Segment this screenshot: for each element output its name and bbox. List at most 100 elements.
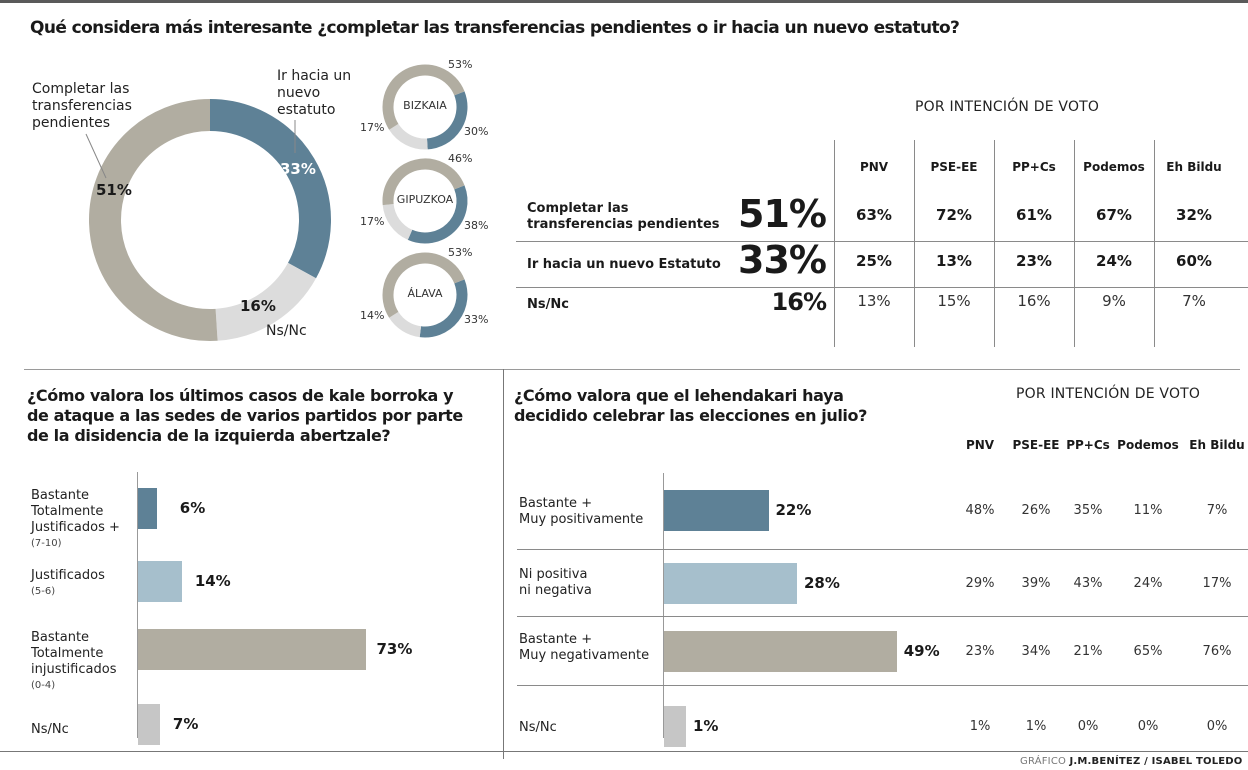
- table2-cell: 48%: [965, 503, 995, 518]
- bar: [664, 563, 797, 604]
- value-ir: 33%: [280, 160, 316, 178]
- bar-label-line: Bastante +: [519, 496, 593, 511]
- bar: [664, 706, 686, 747]
- label-completar: Completar las transferencias pendientes: [32, 81, 132, 131]
- slice-ir: [426, 91, 468, 150]
- table1-row-label: Completar las transferencias pendientes: [527, 201, 720, 233]
- table2-cell: 17%: [1202, 576, 1232, 591]
- province-donut-svg: [382, 252, 468, 338]
- bar-value: 22%: [775, 501, 812, 519]
- table1-column-rule: [1074, 140, 1075, 347]
- table2-header: POR INTENCIÓN DE VOTO: [1016, 386, 1201, 402]
- table2-cell: 0%: [1137, 719, 1159, 734]
- table2-cell: 24%: [1133, 576, 1163, 591]
- table1-cell: 67%: [1096, 206, 1132, 224]
- table1-row-rule: [516, 287, 1248, 288]
- bar-label: Bastante + Muy negativamente: [519, 632, 649, 664]
- table2-cell: 43%: [1073, 576, 1103, 591]
- bar-label-line: Bastante +: [519, 632, 593, 647]
- question-line: de la disidencia de la izquierda abertza…: [27, 426, 391, 445]
- bar-label-line: Bastante: [31, 488, 90, 503]
- table1-row-total: 16%: [771, 288, 827, 316]
- table1-column-rule: [994, 140, 995, 347]
- question-line: de ataque a las sedes de varios partidos…: [27, 406, 463, 425]
- credit-prefix: GRÁFICO: [1020, 756, 1067, 767]
- table2-cell: 21%: [1073, 644, 1103, 659]
- table1-cell: 61%: [1016, 206, 1052, 224]
- bar-value: 73%: [376, 640, 413, 658]
- table1-cell: 15%: [937, 292, 971, 310]
- bar-label: Justificados (5-6): [31, 568, 105, 600]
- slice-completar: [382, 158, 465, 206]
- table2-cell: 29%: [965, 576, 995, 591]
- bar-label: Bastante Totalmente Justificados + (7-10): [31, 488, 120, 552]
- table1-row-total: 51%: [738, 192, 827, 236]
- table1-cell: 16%: [1017, 292, 1051, 310]
- bar-label-line: Totalmente: [31, 504, 104, 519]
- table2-column-header: Eh Bildu: [1189, 438, 1245, 452]
- table2-cell: 23%: [965, 644, 995, 659]
- bar-label: Bastante Totalmente injustificados (0-4): [31, 630, 116, 694]
- bar-value: 7%: [172, 715, 199, 733]
- table2-cell: 76%: [1202, 644, 1232, 659]
- bar-value: 1%: [693, 717, 719, 735]
- province-nsnc-value: 17%: [360, 215, 385, 228]
- table1-row-rule: [516, 241, 1248, 242]
- bar-label-range: (5-6): [31, 586, 56, 597]
- table1-column-rule: [1154, 140, 1155, 347]
- province-ir-value: 33%: [464, 313, 489, 326]
- slice-nsnc: [382, 203, 413, 240]
- slice-ir: [419, 279, 468, 338]
- row-rule: [517, 685, 1248, 686]
- province-ir-value: 38%: [464, 219, 489, 232]
- bar-label: Ni positiva ni negativa: [519, 567, 592, 599]
- bar-label-line: Ns/Nc: [31, 722, 69, 737]
- province-donut-svg: [382, 158, 468, 244]
- bar-label: Ns/Nc: [31, 722, 69, 738]
- main-title: Qué considera más interesante ¿completar…: [30, 18, 960, 38]
- bar-label-line: injustificados: [31, 662, 117, 677]
- province-ir-value: 30%: [464, 125, 489, 138]
- bar-label: Ns/Nc: [519, 720, 557, 736]
- bar-label-line: Muy positivamente: [519, 512, 644, 527]
- table1-cell: 63%: [856, 206, 892, 224]
- table1-cell: 9%: [1102, 292, 1126, 310]
- table1-column-header: Podemos: [1083, 160, 1145, 174]
- label-line: Completar las: [527, 201, 629, 216]
- table1-column-rule: [914, 140, 915, 347]
- table1-row-total: 33%: [738, 238, 827, 282]
- credit: GRÁFICO J.M.BENÍTEZ / ISABEL TOLEDO: [1020, 756, 1243, 767]
- credit-authors: J.M.BENÍTEZ / ISABEL TOLEDO: [1069, 756, 1243, 767]
- table2-cell: 34%: [1021, 644, 1051, 659]
- province-donut-svg: [382, 64, 468, 150]
- bar-axis: [137, 472, 138, 738]
- value-nsnc: 16%: [240, 297, 276, 315]
- province-name: ÁLAVA: [407, 287, 443, 300]
- table2-column-header: PSE-EE: [1012, 438, 1060, 452]
- bar-value: 14%: [194, 572, 231, 590]
- table2-cell: 7%: [1206, 503, 1228, 518]
- bar-label-line: Ns/Nc: [519, 720, 557, 735]
- slice-nsnc: [215, 262, 317, 341]
- label-nsnc: Ns/Nc: [266, 323, 307, 339]
- table2-cell: 1%: [1025, 719, 1047, 734]
- slice-nsnc: [389, 123, 428, 150]
- bar-label-line: Ni positiva: [519, 567, 588, 582]
- bar-label-line: Muy negativamente: [519, 648, 650, 663]
- province-nsnc-value: 17%: [360, 121, 385, 134]
- table1-column-header: PNV: [859, 160, 889, 174]
- question-kale-borroka: ¿Cómo valora los últimos casos de kale b…: [27, 386, 463, 446]
- value-completar: 51%: [96, 181, 132, 199]
- bar-value: 6%: [179, 499, 206, 517]
- slice-completar: [382, 64, 465, 130]
- table1-cell: 72%: [936, 206, 972, 224]
- table2-cell: 39%: [1021, 576, 1051, 591]
- table1-column-header: Eh Bildu: [1166, 160, 1222, 174]
- bar: [138, 629, 367, 670]
- bar-label-range: (7-10): [31, 538, 62, 549]
- province-nsnc-value: 14%: [360, 309, 385, 322]
- leader-line-ir: [294, 120, 296, 153]
- table2-column-header: PP+Cs: [1066, 438, 1110, 452]
- table1-cell: 13%: [936, 252, 972, 270]
- province-name: GIPUZKOA: [396, 193, 454, 206]
